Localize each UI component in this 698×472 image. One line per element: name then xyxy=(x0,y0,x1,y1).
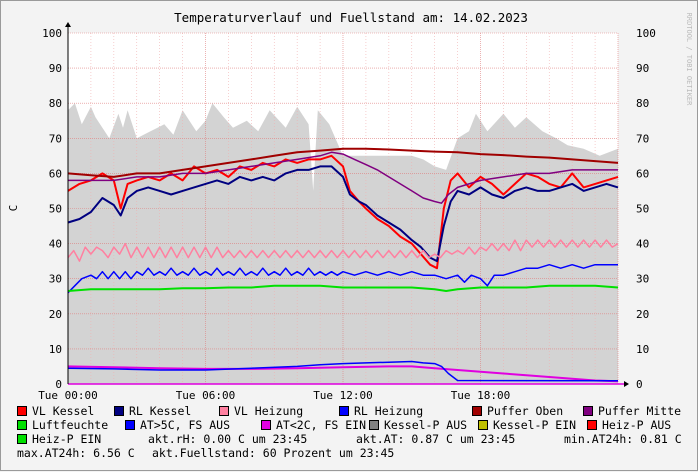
legend-item: Kessel-P AUS xyxy=(369,418,467,432)
y-tick-label-right: 10 xyxy=(636,343,649,356)
legend-item: Puffer Oben xyxy=(472,404,563,418)
legend-label: Puffer Mitte xyxy=(598,404,682,418)
stat-min-at: min.AT24h: 0.81 C xyxy=(564,432,682,446)
legend-label: RL Heizung xyxy=(354,404,424,418)
legend-swatch xyxy=(339,406,349,416)
legend-item: Heiz-P AUS xyxy=(587,418,671,432)
watermark: RRDTOOL / TOBI OETIKER xyxy=(685,13,693,107)
legend-item: AT<2C, FS EIN xyxy=(261,418,366,432)
legend-label: Kessel-P EIN xyxy=(493,418,577,432)
legend-item: AT>5C, FS AUS xyxy=(125,418,230,432)
x-tick-label: Tue 12:00 xyxy=(313,389,373,402)
legend-label: Luftfeuchte xyxy=(32,418,109,432)
y-tick-label-left: 80 xyxy=(49,97,62,110)
series-line-at xyxy=(67,360,619,382)
y-tick-label-left: 100 xyxy=(42,27,62,40)
y-tick-label-right: 30 xyxy=(636,273,649,286)
legend-swatch xyxy=(587,420,597,430)
legend-label: Heiz-P EIN xyxy=(32,432,102,446)
y-tick-label-left: 20 xyxy=(49,308,62,321)
series-line-vl-kessel xyxy=(67,154,619,270)
y-tick-label-left: 0 xyxy=(55,378,62,391)
legend-item: VL Heizung xyxy=(219,404,303,418)
legend-label: RL Kessel xyxy=(129,404,192,418)
x-tick-label: Tue 00:00 xyxy=(38,389,98,402)
legend-row: Heiz-P EIN akt.rH: 0.00 C um 23:45 akt.AT:… xyxy=(17,432,692,446)
series-line-rl-heizung xyxy=(67,263,618,294)
legend-label: Puffer Oben xyxy=(487,404,564,418)
legend-item: RL Kessel xyxy=(114,404,191,418)
y-tick-label-left: 50 xyxy=(49,203,62,216)
legend-item: Heiz-P EIN xyxy=(17,432,101,446)
plot-area: 0 0 10 10 20 20 30 30 40 40 50 50 60 60 70 70 80 80 90 90 10… xyxy=(38,22,656,402)
legend-swatch xyxy=(583,406,593,416)
legend-swatch xyxy=(125,420,135,430)
y-tick-label-left: 30 xyxy=(49,273,62,286)
stat-akt-at: akt.AT: 0.87 C um 23:45 xyxy=(356,432,516,446)
legend-label: Heiz-P AUS xyxy=(602,418,672,432)
y-tick-label-right: 70 xyxy=(636,132,649,145)
legend-swatch xyxy=(114,406,124,416)
legend-swatch xyxy=(478,420,488,430)
legend-swatch xyxy=(17,406,27,416)
legend-label: Kessel-P AUS xyxy=(384,418,468,432)
series-line-vl-heizung xyxy=(67,239,619,262)
y-tick-label-right: 20 xyxy=(636,308,649,321)
y-axis-arrow xyxy=(65,22,71,27)
y-tick-label-right: 100 xyxy=(636,27,656,40)
y-tick-label-right: 80 xyxy=(636,97,649,110)
y-tick-label-right: 0 xyxy=(636,378,643,391)
legend-label: VL Kessel xyxy=(32,404,95,418)
y-tick-label-left: 10 xyxy=(49,343,62,356)
series-line-luftfeuchte xyxy=(67,365,619,383)
y-tick-label-left: 90 xyxy=(49,62,62,75)
legend-label: AT>5C, FS AUS xyxy=(140,418,231,432)
legend-item: Luftfeuchte xyxy=(17,418,108,432)
x-tick-label: Tue 06:00 xyxy=(176,389,236,402)
legend-row: VL Kessel RL Kessel VL Heizung RL Heizung Pu… xyxy=(17,404,692,418)
legend-item: Kessel-P EIN xyxy=(478,418,576,432)
legend-row: Luftfeuchte AT>5C, FS AUS AT<2C, FS EIN Kes… xyxy=(17,418,692,432)
legend-item: VL Kessel xyxy=(17,404,94,418)
legend-label: VL Heizung xyxy=(234,404,304,418)
legend-swatch xyxy=(261,420,271,430)
legend-item: Puffer Mitte xyxy=(583,404,681,418)
y-tick-label-right: 60 xyxy=(636,167,649,180)
stat-fuellstand: akt.Fuellstand: 60 Prozent um 23:45 xyxy=(152,446,395,460)
series-line-puffer-oben xyxy=(67,147,619,178)
legend-label: AT<2C, FS EIN xyxy=(276,418,367,432)
series-line-rl-kessel xyxy=(67,165,619,263)
stat-max-at: max.AT24h: 6.56 C xyxy=(17,446,135,460)
y-axis-label: C xyxy=(7,205,20,212)
legend-swatch xyxy=(472,406,482,416)
legend-swatch xyxy=(17,434,27,444)
y-tick-label-right: 50 xyxy=(636,203,649,216)
y-tick-label-left: 70 xyxy=(49,132,62,145)
legend-row: max.AT24h: 6.56 C akt.Fuellstand: 60 Pro… xyxy=(17,446,692,460)
series-line-heiz-p-ein xyxy=(67,284,619,292)
y-tick-label-right: 40 xyxy=(636,238,649,251)
y-tick-label-left: 60 xyxy=(49,167,62,180)
legend-item: RL Heizung xyxy=(339,404,423,418)
series-line-puffer-mitte xyxy=(68,151,618,204)
x-axis-arrow xyxy=(624,381,629,387)
y-tick-label-right: 90 xyxy=(636,62,649,75)
legend-swatch xyxy=(17,420,27,430)
legend-swatch xyxy=(219,406,229,416)
legend: VL Kessel RL Kessel VL Heizung RL Heizung Pu… xyxy=(17,404,692,460)
y-tick-label-left: 40 xyxy=(49,238,62,251)
x-tick-label: Tue 18:00 xyxy=(451,389,511,402)
legend-swatch xyxy=(369,420,379,430)
chart-title: Temperaturverlauf und Fuellstand am: 14.… xyxy=(174,10,528,25)
stat-akt-rh: akt.rH: 0.00 C um 23:45 xyxy=(148,432,308,446)
